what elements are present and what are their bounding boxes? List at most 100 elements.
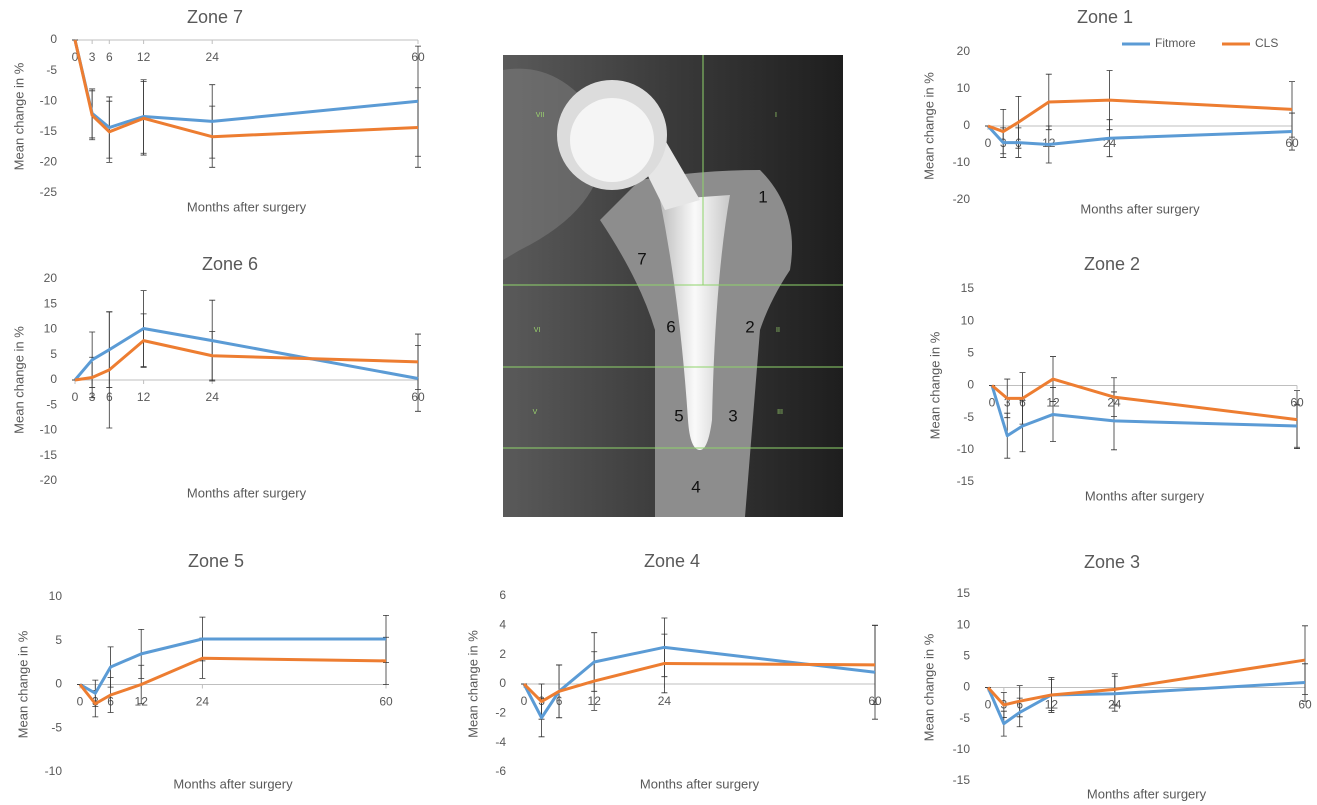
y-tick-label: -15	[40, 448, 58, 462]
y-tick-label: -10	[957, 442, 975, 456]
y-axis-label: Mean change in %	[11, 326, 26, 434]
series-line	[992, 386, 1297, 436]
zone-label: 1	[758, 187, 767, 206]
x-tick-label: 60	[379, 695, 393, 709]
roman-label: III	[777, 409, 783, 416]
y-tick-label: 10	[961, 313, 975, 327]
y-tick-label: 0	[50, 32, 57, 46]
y-tick-label: 15	[961, 281, 975, 295]
x-tick-label: 0	[77, 695, 84, 709]
y-tick-label: -20	[40, 155, 58, 169]
roman-label: I	[775, 112, 777, 119]
x-axis-label: Months after surgery	[187, 485, 307, 500]
y-tick-label: 10	[957, 81, 971, 95]
x-axis-label: Months after surgery	[1080, 201, 1200, 216]
y-tick-label: -15	[40, 124, 58, 138]
radiograph	[503, 55, 843, 517]
chart-title: Zone 2	[1084, 254, 1140, 274]
y-tick-label: -10	[45, 764, 63, 778]
y-tick-label: -15	[957, 474, 975, 488]
y-tick-label: 0	[499, 676, 506, 690]
y-axis-label: Mean change in %	[927, 331, 942, 439]
x-tick-label: 24	[206, 390, 220, 404]
zone-label: 2	[745, 317, 754, 336]
y-tick-label: 0	[963, 680, 970, 694]
x-tick-label: 12	[137, 390, 151, 404]
series-line	[75, 40, 418, 128]
chart-title: Zone 5	[188, 551, 244, 571]
y-tick-label: 5	[963, 649, 970, 663]
chart-title: Zone 7	[187, 7, 243, 27]
y-tick-label: -5	[963, 410, 974, 424]
x-tick-label: 3	[89, 50, 96, 64]
y-tick-label: 10	[957, 617, 971, 631]
roman-label: VI	[534, 327, 541, 334]
zone-label: 5	[674, 406, 683, 425]
y-tick-label: 10	[44, 322, 58, 336]
y-tick-label: -5	[959, 711, 970, 725]
y-tick-label: 0	[50, 372, 57, 386]
y-axis-label: Mean change in %	[11, 62, 26, 170]
page: 1234567IIIIIIVVIVIIZone 7Months after su…	[0, 0, 1317, 805]
y-tick-label: 4	[499, 618, 506, 632]
y-tick-label: 0	[967, 378, 974, 392]
legend-label: Fitmore	[1155, 36, 1196, 50]
y-tick-label: -10	[40, 423, 58, 437]
y-tick-label: 20	[44, 271, 58, 285]
y-tick-label: 15	[44, 296, 58, 310]
roman-label: II	[776, 327, 780, 334]
y-tick-label: -10	[953, 742, 971, 756]
y-tick-label: -6	[495, 764, 506, 778]
x-tick-label: 0	[985, 136, 992, 150]
x-axis-label: Months after surgery	[1085, 488, 1205, 503]
chart-title: Zone 1	[1077, 7, 1133, 27]
y-tick-label: 15	[957, 586, 971, 600]
y-tick-label: -5	[51, 720, 62, 734]
x-axis-label: Months after surgery	[187, 199, 307, 214]
y-tick-label: -5	[46, 63, 57, 77]
x-axis-label: Months after surgery	[1087, 786, 1207, 801]
x-tick-label: 24	[196, 695, 210, 709]
y-tick-label: 2	[499, 647, 506, 661]
zone-label: 3	[728, 406, 737, 425]
figure: 1234567IIIIIIVVIVIIZone 7Months after su…	[0, 0, 1317, 805]
y-tick-label: -5	[46, 397, 57, 411]
y-tick-label: -20	[953, 192, 971, 206]
y-tick-label: 10	[49, 589, 63, 603]
series-line	[988, 660, 1305, 705]
y-tick-label: -20	[40, 473, 58, 487]
x-tick-label: 6	[106, 50, 113, 64]
series-line	[524, 647, 875, 717]
x-tick-label: 0	[72, 390, 79, 404]
y-tick-label: -15	[953, 773, 971, 787]
series-line	[988, 100, 1292, 131]
y-axis-label: Mean change in %	[921, 633, 936, 741]
chart-title: Zone 3	[1084, 552, 1140, 572]
x-tick-label: 0	[521, 694, 528, 708]
x-axis-label: Months after surgery	[640, 776, 760, 791]
y-tick-label: 5	[967, 346, 974, 360]
series-line	[524, 663, 875, 701]
zone-label: 7	[637, 249, 646, 268]
y-tick-label: 5	[55, 633, 62, 647]
y-tick-label: -10	[953, 155, 971, 169]
roman-label: VII	[536, 112, 545, 119]
femoral-head	[570, 98, 654, 182]
y-tick-label: 0	[55, 677, 62, 691]
legend-label: CLS	[1255, 36, 1278, 50]
y-axis-label: Mean change in %	[921, 72, 936, 180]
y-tick-label: -25	[40, 185, 58, 199]
zone-label: 4	[691, 477, 700, 496]
x-tick-label: 12	[137, 50, 151, 64]
y-tick-label: 20	[957, 44, 971, 58]
x-axis-label: Months after surgery	[173, 776, 293, 791]
chart-title: Zone 6	[202, 254, 258, 274]
series-line	[988, 683, 1305, 724]
y-axis-label: Mean change in %	[15, 630, 30, 738]
x-tick-label: 24	[658, 694, 672, 708]
zone-label: 6	[666, 317, 675, 336]
series-line	[80, 639, 386, 693]
series-line	[988, 126, 1292, 145]
y-axis-label: Mean change in %	[465, 630, 480, 738]
y-tick-label: 5	[50, 347, 57, 361]
